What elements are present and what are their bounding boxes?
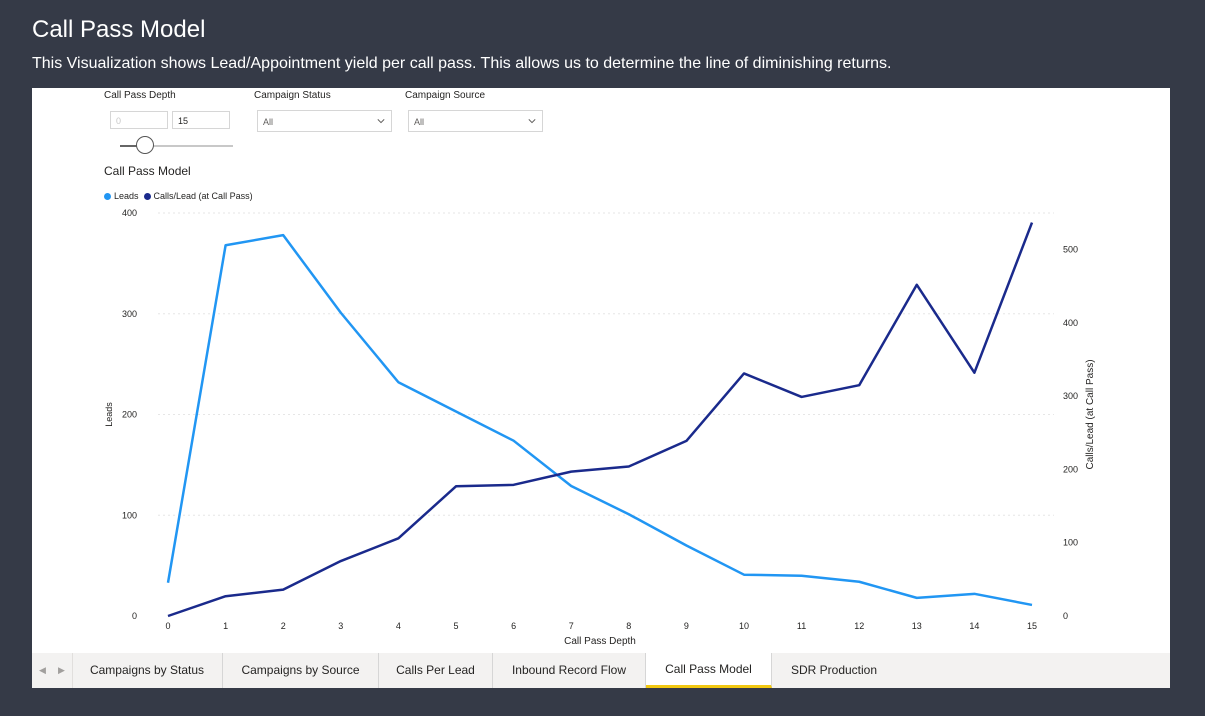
y2-tick-label: 0	[1063, 611, 1068, 621]
x-tick-label: 9	[684, 621, 689, 631]
call-pass-depth-slider-fill	[120, 145, 144, 147]
report-canvas: Call Pass Depth 0 15 Campaign Status All…	[32, 88, 1170, 653]
x-axis-title: Call Pass Depth	[564, 636, 636, 647]
legend-item-calls-per-lead[interactable]: Calls/Lead (at Call Pass)	[143, 191, 253, 201]
x-tick-label: 13	[912, 621, 922, 631]
tab-call-pass-model[interactable]: Call Pass Model	[646, 653, 772, 688]
chevron-down-icon	[528, 119, 536, 124]
x-tick-label: 0	[165, 621, 170, 631]
series-line-leads	[166, 233, 1033, 607]
page-subtitle: This Visualization shows Lead/Appointmen…	[32, 55, 892, 72]
y-tick-label: 200	[122, 410, 137, 420]
call-pass-depth-max-input[interactable]: 15	[172, 111, 230, 129]
y2-tick-label: 200	[1063, 464, 1078, 474]
y2-tick-label: 500	[1063, 245, 1078, 255]
campaign-status-value: All	[263, 117, 274, 127]
y2-tick-label: 100	[1063, 538, 1078, 548]
chevron-down-icon	[377, 119, 385, 124]
call-pass-depth-label: Call Pass Depth	[104, 90, 176, 101]
campaign-source-label: Campaign Source	[405, 90, 486, 101]
y2-tick-label: 400	[1063, 318, 1078, 328]
call-pass-depth-slider-track[interactable]	[120, 145, 233, 147]
tab-calls-per-lead[interactable]: Calls Per Lead	[379, 653, 493, 688]
y-tick-label: 100	[122, 510, 137, 520]
x-tick-label: 14	[969, 621, 979, 631]
tab-inbound-record-flow[interactable]: Inbound Record Flow	[493, 653, 646, 688]
campaign-source-dropdown[interactable]: All	[408, 110, 543, 132]
tab-campaigns-by-source[interactable]: Campaigns by Source	[223, 653, 379, 688]
x-tick-label: 7	[569, 621, 574, 631]
legend-marker-calls-per-lead	[143, 192, 151, 200]
x-tick-label: 2	[281, 621, 286, 631]
y-axis-title: Leads	[104, 402, 114, 427]
tab-sdr-production[interactable]: SDR Production	[790, 663, 878, 677]
page-tab-bar: ◀ ▶ Campaigns by Status Campaigns by Sou…	[32, 653, 1170, 688]
tab-campaigns-by-status[interactable]: Campaigns by Status	[72, 653, 223, 688]
x-tick-label: 10	[739, 621, 749, 631]
legend-label-calls-per-lead: Calls/Lead (at Call Pass)	[153, 191, 253, 201]
legend-item-leads[interactable]: Leads	[104, 191, 139, 201]
x-tick-label: 3	[338, 621, 343, 631]
tab-nav: ◀ ▶	[32, 653, 73, 688]
page-title: Call Pass Model	[32, 16, 206, 43]
legend-marker-leads	[104, 192, 111, 200]
campaign-status-label: Campaign Status	[254, 90, 331, 101]
call-pass-depth-min-input[interactable]: 0	[110, 111, 168, 129]
series-line-calls-per-lead	[167, 222, 1034, 618]
chart-legend: Leads Calls/Lead (at Call Pass)	[104, 191, 258, 201]
campaign-status-dropdown[interactable]: All	[257, 110, 392, 132]
x-tick-label: 1	[223, 621, 228, 631]
campaign-source-value: All	[414, 117, 425, 127]
call-pass-depth-slider-thumb[interactable]	[136, 136, 154, 154]
y-tick-label: 0	[132, 611, 137, 621]
tab-prev-icon[interactable]: ◀	[39, 665, 46, 675]
visual-title: Call Pass Model	[104, 164, 191, 178]
x-tick-label: 15	[1027, 621, 1037, 631]
y2-axis-title: Calls/Lead (at Call Pass)	[1085, 359, 1096, 469]
x-tick-label: 11	[797, 621, 806, 631]
legend-label-leads: Leads	[114, 191, 139, 201]
x-tick-label: 6	[511, 621, 516, 631]
y-tick-label: 300	[122, 309, 137, 319]
y-tick-label: 400	[122, 208, 137, 218]
y2-tick-label: 300	[1063, 391, 1078, 401]
tab-next-icon[interactable]: ▶	[58, 665, 65, 675]
x-tick-label: 12	[854, 621, 864, 631]
x-tick-label: 4	[396, 621, 401, 631]
x-tick-label: 8	[626, 621, 631, 631]
x-tick-label: 5	[453, 621, 458, 631]
